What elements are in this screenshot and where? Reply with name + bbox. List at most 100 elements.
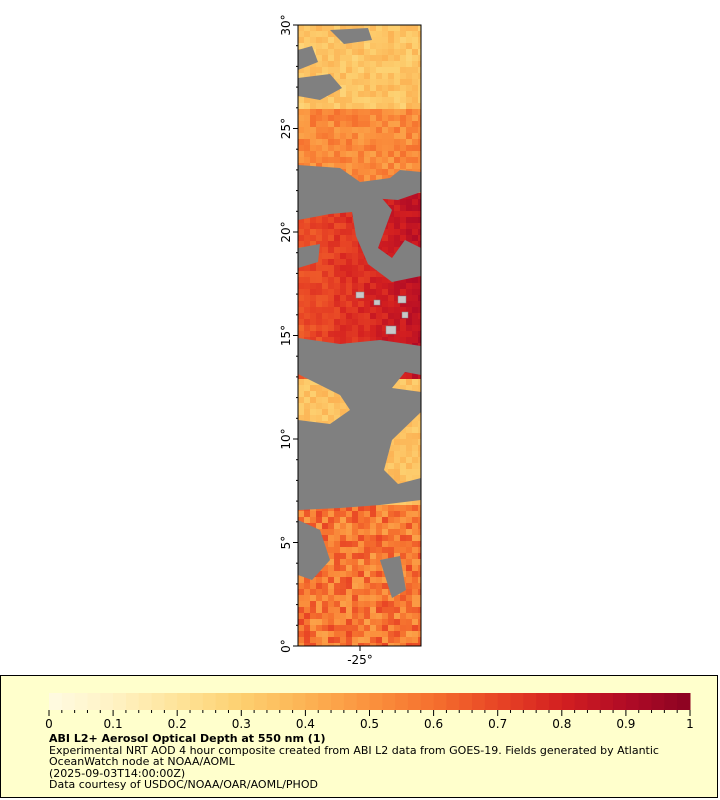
aod-cell [412, 199, 418, 205]
aod-cell [310, 109, 316, 115]
aod-cell [400, 517, 406, 523]
aod-cell [298, 403, 304, 409]
colorbar-step [266, 693, 281, 710]
aod-cell [406, 199, 412, 205]
aod-cell [406, 109, 412, 115]
aod-cell [412, 637, 418, 643]
aod-cell [406, 631, 412, 637]
aod-cell [358, 511, 364, 517]
aod-cell [328, 625, 334, 631]
aod-cell [418, 145, 421, 151]
aod-cell [394, 49, 400, 55]
aod-cell [370, 301, 376, 307]
aod-cell [358, 79, 364, 85]
colorbar-step [331, 693, 345, 710]
aod-cell [412, 331, 418, 337]
aod-cell [364, 295, 370, 301]
aod-cell [328, 637, 334, 643]
aod-cell [304, 67, 310, 73]
aod-cell [394, 295, 400, 301]
aod-cell [382, 55, 388, 61]
aod-cell [364, 25, 370, 31]
aod-cell [328, 55, 334, 61]
aod-cell [358, 505, 364, 511]
aod-cell [334, 559, 340, 565]
aod-cell [406, 79, 412, 85]
aod-cell [334, 325, 340, 331]
aod-cell [358, 163, 364, 169]
aod-cell [400, 223, 406, 229]
aod-cell [310, 145, 316, 151]
aod-cell [376, 619, 382, 625]
aod-cell [370, 535, 376, 541]
aod-cell [340, 217, 346, 223]
aod-cell [346, 295, 352, 301]
aod-cell [304, 595, 310, 601]
no-data-region [330, 28, 372, 44]
aod-cell [388, 31, 394, 37]
aod-cell [304, 391, 310, 397]
aod-cell [346, 133, 352, 139]
aod-cell [328, 607, 334, 613]
aod-cell [328, 553, 334, 559]
aod-cell [298, 73, 304, 79]
aod-cell [340, 325, 346, 331]
aod-cell [388, 223, 394, 229]
aod-cell [298, 415, 304, 421]
aod-cell [340, 607, 346, 613]
aod-cell [400, 145, 406, 151]
aod-cell [364, 271, 370, 277]
aod-cell [304, 223, 310, 229]
aod-cell [400, 115, 406, 121]
aod-cell [310, 619, 316, 625]
aod-cell [400, 25, 406, 31]
aod-cell [316, 601, 322, 607]
aod-cell [310, 235, 316, 241]
aod-cell [406, 121, 412, 127]
aod-cell [376, 127, 382, 133]
aod-cell [376, 601, 382, 607]
aod-cell [418, 127, 421, 133]
aod-cell [364, 103, 370, 109]
aod-cell [340, 613, 346, 619]
aod-cell [310, 127, 316, 133]
aod-cell [304, 151, 310, 157]
aod-cell [418, 301, 421, 307]
aod-cell [328, 289, 334, 295]
aod-cell [406, 523, 412, 529]
aod-cell [346, 85, 352, 91]
aod-cell [304, 103, 310, 109]
legend-title: ABI L2+ Aerosol Optical Depth at 550 nm … [49, 732, 326, 745]
aod-cell [304, 37, 310, 43]
aod-cell [382, 49, 388, 55]
aod-cell [304, 121, 310, 127]
aod-cell [334, 247, 340, 253]
aod-cell [364, 517, 370, 523]
aod-cell [406, 571, 412, 577]
aod-cell [394, 511, 400, 517]
aod-cell [418, 535, 421, 541]
aod-cell [328, 151, 334, 157]
aod-cell [388, 505, 394, 511]
no-data-patch [397, 295, 407, 304]
aod-cell [352, 73, 358, 79]
aod-cell [406, 517, 412, 523]
aod-cell [310, 589, 316, 595]
no-data-region [380, 556, 406, 598]
aod-cell [316, 571, 322, 577]
aod-cell [418, 61, 421, 67]
aod-cell [334, 49, 340, 55]
aod-cell [328, 559, 334, 565]
aod-cell [298, 67, 304, 73]
aod-cell [346, 331, 352, 337]
aod-cell [310, 523, 316, 529]
colorbar-tick-label: 0.7 [488, 717, 507, 731]
aod-cell [346, 247, 352, 253]
aod-cell [328, 259, 334, 265]
colorbar-step [369, 693, 383, 710]
aod-cell [394, 301, 400, 307]
aod-cell [388, 25, 394, 31]
aod-cell [418, 415, 421, 421]
aod-cell [418, 73, 421, 79]
aod-cell [304, 283, 310, 289]
